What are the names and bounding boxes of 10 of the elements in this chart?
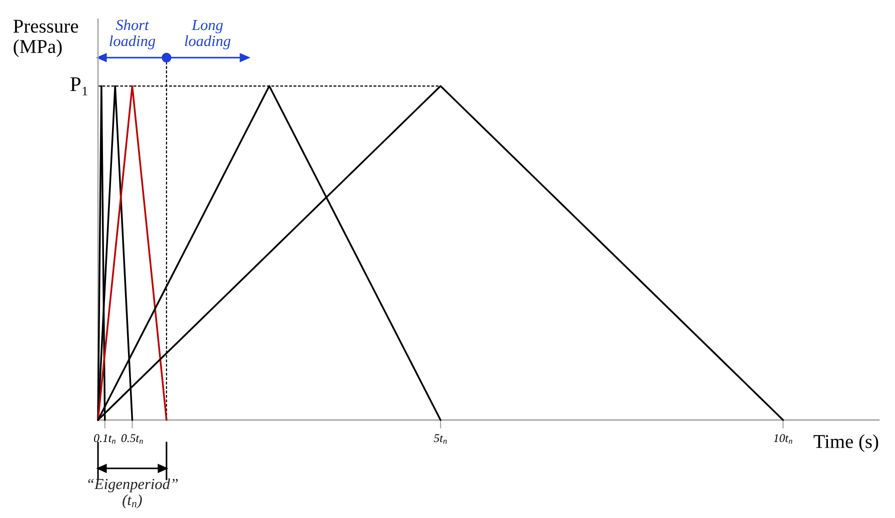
x-tick-label: 0.1t$_{n}$ [94, 434, 116, 444]
x-tick-label: 5t$_{n}$ [434, 434, 447, 444]
y-axis-title: Pressure (MPa) [13, 20, 78, 58]
text: Short loading [110, 19, 156, 50]
x-tick-label: 0.5t$_{n}$ [121, 434, 143, 444]
ref-line-label: P₁ [70, 77, 88, 96]
text: Long loading [184, 20, 230, 50]
x-tick-label: 10t$_{n}$ [774, 434, 792, 444]
x-axis-title: Time (s) [814, 434, 878, 452]
text: “Eigenperiod” (t$_{n}$) [88, 478, 178, 508]
